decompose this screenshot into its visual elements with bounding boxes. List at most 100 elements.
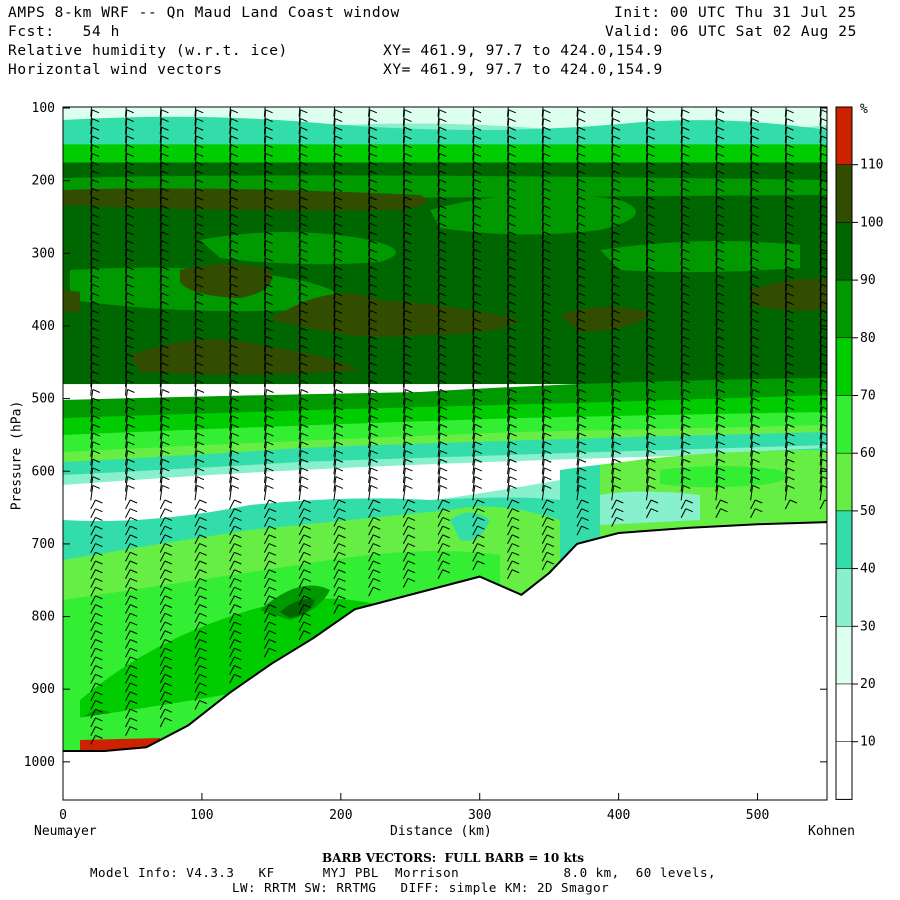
wind-barb-flag [682, 450, 691, 454]
wind-barb [576, 118, 579, 135]
wind-barb-flag [231, 406, 239, 411]
wind-barb [541, 223, 544, 239]
wind-barb [90, 485, 94, 501]
wind-barb-flag [126, 353, 134, 358]
wind-barb-flag [716, 152, 725, 157]
wind-barb [368, 336, 371, 353]
wind-barb [611, 415, 615, 431]
wind-barb [472, 196, 475, 213]
wind-barb [402, 517, 409, 527]
wind-barb-flag [266, 476, 274, 481]
wind-barb [298, 188, 301, 204]
wind-barb-flag [300, 196, 308, 201]
wind-barb-flag [546, 551, 555, 556]
wind-barb [194, 249, 197, 265]
wind-barb [715, 109, 718, 126]
wind-barb [229, 127, 232, 143]
wind-barb-flag [821, 344, 827, 349]
wind-barb [715, 362, 718, 379]
wind-barb [680, 205, 683, 222]
rh-patch-mg-3 [600, 241, 800, 273]
wind-barb-flag [716, 144, 725, 149]
wind-barb-flag [508, 240, 516, 245]
wind-barb-flag [265, 109, 273, 114]
wind-barb [368, 179, 371, 196]
wind-barb-flag [682, 231, 690, 236]
wind-barb-flag [369, 336, 378, 340]
wind-barb-flag [126, 231, 134, 236]
wind-barb-flag [751, 205, 760, 210]
wind-barb [472, 231, 475, 248]
wind-barb [576, 441, 580, 457]
wind-barb-flag [334, 118, 343, 123]
wind-barb [125, 517, 131, 527]
wind-barb [125, 196, 128, 213]
wind-barb-flag [508, 231, 516, 236]
wind-barb-flag [303, 630, 311, 635]
wind-barb-flag [164, 534, 173, 539]
wind-barb [333, 257, 336, 274]
wind-barb-flag [335, 432, 344, 437]
wind-barb [125, 560, 131, 571]
wind-barb-flag [405, 415, 413, 420]
wind-barb-flag [821, 327, 827, 331]
wind-barb [229, 205, 232, 222]
wind-barb-flag [95, 734, 103, 739]
wind-barb [576, 450, 580, 466]
wind-barb-flag [821, 362, 827, 366]
wind-barb [472, 508, 478, 518]
wind-barb [159, 257, 162, 274]
wind-barb-flag [474, 450, 483, 454]
wind-barb [576, 127, 579, 143]
wind-barb-flag [613, 415, 621, 420]
wind-barb-flag [439, 379, 447, 384]
wind-barb [645, 485, 649, 501]
wind-barb-flag [647, 231, 655, 236]
wind-barb [263, 639, 270, 649]
wind-barb [263, 534, 270, 545]
wind-barb-flag [338, 543, 346, 548]
wind-barb [90, 560, 96, 571]
wind-barb [333, 476, 337, 492]
wind-barb-flag [265, 266, 273, 271]
wind-barb [333, 153, 336, 170]
wind-barb-flag [129, 551, 138, 556]
wind-barb [263, 135, 267, 152]
wind-barb [402, 319, 406, 335]
wind-barb-flag [231, 415, 239, 420]
wind-barb [819, 153, 822, 170]
wind-barb-flag [129, 525, 138, 530]
wind-barb-flag [577, 222, 586, 227]
wind-barb-flag [268, 604, 277, 609]
wind-barb [715, 389, 719, 405]
wind-barb-flag [370, 458, 378, 463]
wind-barb-flag [161, 257, 169, 262]
wind-barb [333, 284, 336, 300]
wind-barb-flag [821, 257, 827, 262]
wind-barb-flag [195, 118, 204, 123]
colorbar-segment [835, 510, 853, 569]
wind-barb [125, 441, 129, 457]
wind-barb [194, 406, 198, 422]
wind-barb-flag [195, 318, 204, 323]
wind-barb-flag [720, 499, 728, 504]
wind-barb [645, 118, 649, 135]
wind-barb [159, 144, 162, 161]
wind-barb [472, 188, 475, 204]
wind-barb-flag [508, 213, 516, 218]
wind-barb [472, 415, 476, 431]
wind-barb [680, 371, 683, 388]
wind-barb [750, 127, 753, 143]
wind-barb [229, 595, 235, 606]
wind-barb [472, 389, 476, 405]
wind-barb-flag [234, 630, 242, 635]
wind-barb [298, 534, 305, 545]
wind-barb-flag [473, 379, 482, 384]
wind-barb-flag [91, 292, 100, 297]
wind-barb-flag [268, 612, 277, 617]
wind-barb [611, 467, 615, 483]
wind-barb-flag [127, 441, 135, 446]
wind-barb-flag [265, 179, 273, 184]
wind-barb [298, 310, 301, 326]
wind-barb-flag [477, 525, 485, 530]
